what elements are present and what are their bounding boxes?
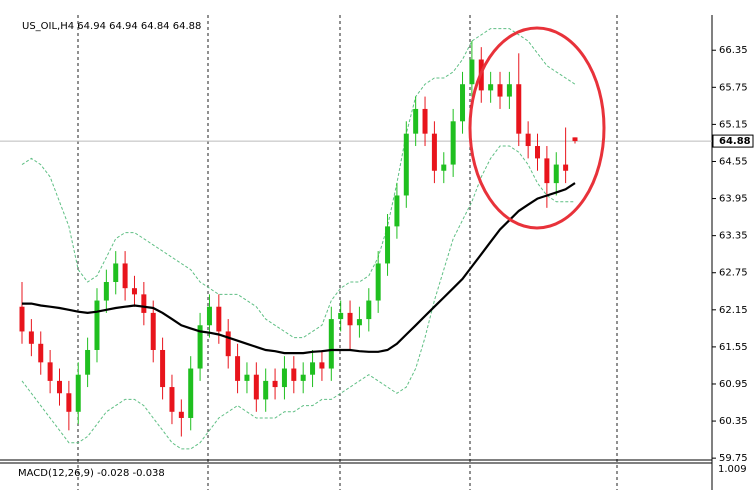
candle-body: [244, 374, 250, 381]
candle-body: [488, 84, 494, 91]
candle-body: [169, 387, 175, 412]
candle-body: [413, 108, 419, 134]
y-tick-label: 62.75: [719, 268, 748, 279]
last-price-label: 64.88: [719, 136, 751, 147]
candle-body: [497, 84, 503, 97]
indicator-label: MACD(12,26,9) -0.028 -0.038: [18, 468, 165, 479]
y-tick-label: 60.35: [719, 416, 748, 427]
plot-area: [19, 28, 578, 450]
candle-body: [516, 84, 522, 134]
y-tick-label: 66.35: [719, 45, 748, 56]
candle-body: [131, 288, 137, 295]
candle-body: [338, 312, 344, 320]
candle-body: [403, 133, 409, 196]
y-tick-label: 60.95: [719, 379, 748, 390]
candle-body: [235, 356, 241, 381]
y-tick-label: 65.75: [719, 82, 748, 93]
candle-body: [291, 368, 297, 381]
candle-body: [422, 108, 428, 134]
band-upper: [21, 28, 576, 339]
y-tick-label: 61.55: [719, 342, 748, 353]
candle-body: [122, 263, 128, 289]
y-tick-label: 65.15: [719, 119, 748, 130]
candle-body: [85, 349, 91, 375]
candle-body: [310, 362, 316, 375]
candle-body: [356, 319, 362, 326]
candle-body: [197, 325, 203, 369]
candle-body: [47, 362, 53, 381]
candle-body: [150, 312, 156, 350]
candle-body: [103, 282, 109, 301]
candle-body: [38, 343, 44, 363]
candle-body: [572, 137, 578, 142]
candle-body: [19, 306, 25, 332]
candle-body: [300, 374, 306, 381]
candle-body: [225, 331, 231, 357]
candle-body: [319, 362, 325, 369]
candle-body: [66, 393, 72, 412]
candle-body: [450, 121, 456, 165]
candle-body: [281, 368, 287, 388]
candle-body: [506, 84, 512, 97]
candle-body: [178, 411, 184, 418]
candle-body: [394, 195, 400, 227]
y-tick-label: 59.75: [719, 453, 748, 464]
y-tick-label: 62.15: [719, 305, 748, 316]
candle-body: [113, 263, 119, 282]
chart-title: US_OIL,H4 64.94 64.94 64.84 64.88: [22, 21, 201, 32]
last-price-box: [712, 134, 754, 148]
candle-body: [56, 380, 62, 394]
candle-body: [431, 133, 437, 171]
candle-body: [535, 146, 541, 159]
candle-body: [553, 164, 559, 184]
candle-body: [366, 300, 372, 320]
candle-body: [216, 306, 222, 332]
candle-body: [94, 300, 100, 350]
candle-body: [385, 226, 391, 264]
candle-body: [188, 368, 194, 418]
candle-body: [141, 294, 147, 313]
y-tick-label: 63.95: [719, 194, 748, 205]
candle-body: [441, 164, 447, 171]
highlight-circle: [468, 26, 606, 230]
candle-body: [206, 306, 212, 326]
candle-body: [375, 263, 381, 301]
candle-body: [28, 331, 34, 344]
candle-body: [263, 380, 269, 400]
y-tick-label: 63.35: [719, 231, 748, 242]
indicator-axis-label: 1.009: [718, 464, 747, 475]
candle-body: [525, 133, 531, 147]
candle-body: [563, 164, 569, 171]
band-lower: [21, 145, 575, 450]
candle-body: [75, 374, 81, 412]
session-separators: [77, 15, 618, 490]
candle-body: [347, 312, 353, 326]
moving-average: [22, 182, 576, 355]
candle-body: [253, 374, 259, 400]
y-tick-label: 64.55: [719, 156, 748, 167]
candle-body: [469, 59, 475, 85]
candle-body: [160, 349, 166, 388]
candle-body: [460, 84, 466, 122]
candle-body: [544, 158, 550, 184]
candle-body: [272, 380, 278, 388]
candle-body: [328, 319, 334, 369]
